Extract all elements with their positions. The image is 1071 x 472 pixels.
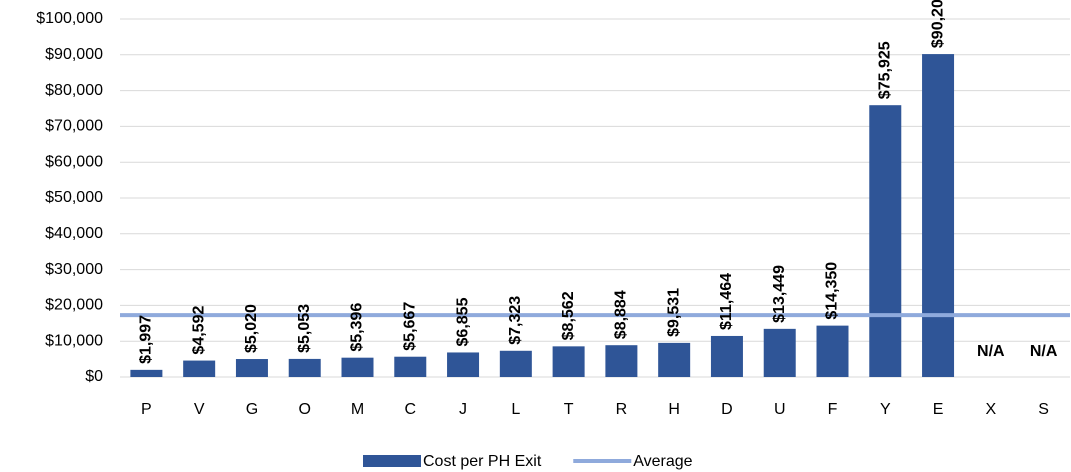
y-tick-label: $50,000 bbox=[45, 189, 103, 206]
bar bbox=[763, 328, 796, 377]
bar bbox=[183, 360, 216, 377]
x-tick-label: P bbox=[141, 401, 152, 418]
x-tick-label: E bbox=[933, 401, 944, 418]
value-label: $14,350 bbox=[824, 262, 841, 320]
x-tick-label: V bbox=[194, 401, 205, 418]
y-tick-label: $80,000 bbox=[45, 82, 103, 99]
bar bbox=[130, 369, 163, 377]
value-label: $90,200 bbox=[929, 0, 946, 48]
y-tick-label: $40,000 bbox=[45, 225, 103, 242]
legend-label: Cost per PH Exit bbox=[423, 453, 542, 470]
y-tick-label: $100,000 bbox=[36, 10, 103, 27]
bar bbox=[605, 345, 638, 377]
x-tick-label: G bbox=[246, 401, 258, 418]
value-label: $6,855 bbox=[454, 297, 471, 346]
bar bbox=[922, 54, 955, 378]
bar bbox=[447, 352, 480, 377]
x-tick-label: J bbox=[459, 401, 467, 418]
y-tick-label: $30,000 bbox=[45, 261, 103, 278]
bar bbox=[658, 342, 691, 377]
x-tick-label: M bbox=[351, 401, 364, 418]
x-tick-label: C bbox=[404, 401, 416, 418]
x-tick-label: U bbox=[774, 401, 786, 418]
x-tick-label: Y bbox=[880, 401, 891, 418]
x-tick-label: S bbox=[1038, 401, 1049, 418]
y-tick-label: $0 bbox=[85, 368, 103, 385]
bar bbox=[394, 356, 427, 377]
bar bbox=[816, 325, 849, 377]
value-label: $11,464 bbox=[718, 273, 735, 330]
x-tick-label: X bbox=[985, 401, 996, 418]
bar bbox=[235, 359, 268, 377]
y-tick-label: $70,000 bbox=[45, 118, 103, 135]
value-label: $5,020 bbox=[243, 304, 260, 353]
x-tick-label: F bbox=[828, 401, 838, 418]
value-label: $4,592 bbox=[190, 306, 207, 355]
value-label: N/A bbox=[1030, 343, 1058, 360]
bar bbox=[288, 358, 321, 377]
x-tick-label: R bbox=[616, 401, 628, 418]
x-tick-label: H bbox=[668, 401, 680, 418]
bar bbox=[710, 335, 743, 377]
x-tick-label: T bbox=[564, 401, 574, 418]
x-tick-label: D bbox=[721, 401, 733, 418]
value-label: $1,997 bbox=[138, 315, 155, 364]
y-tick-label: $20,000 bbox=[45, 297, 103, 314]
value-label: $7,323 bbox=[507, 296, 524, 345]
value-label: $8,884 bbox=[613, 290, 630, 339]
bar bbox=[341, 357, 374, 377]
legend-swatch bbox=[363, 455, 421, 467]
y-tick-label: $90,000 bbox=[45, 46, 103, 63]
value-label: $5,053 bbox=[296, 304, 313, 353]
bar bbox=[869, 105, 902, 377]
y-tick-label: $60,000 bbox=[45, 153, 103, 170]
x-tick-label: O bbox=[298, 401, 310, 418]
bar bbox=[552, 346, 585, 377]
value-label: N/A bbox=[977, 343, 1005, 360]
bar bbox=[499, 350, 532, 377]
value-label: $5,667 bbox=[401, 302, 418, 351]
value-label: $5,396 bbox=[349, 303, 366, 352]
value-label: $75,925 bbox=[876, 41, 893, 99]
x-tick-label: L bbox=[511, 401, 520, 418]
value-label: $9,531 bbox=[665, 288, 682, 337]
y-tick-label: $10,000 bbox=[45, 332, 103, 349]
legend-label: Average bbox=[633, 453, 692, 470]
value-label: $13,449 bbox=[771, 265, 788, 323]
value-label: $8,562 bbox=[560, 291, 577, 340]
